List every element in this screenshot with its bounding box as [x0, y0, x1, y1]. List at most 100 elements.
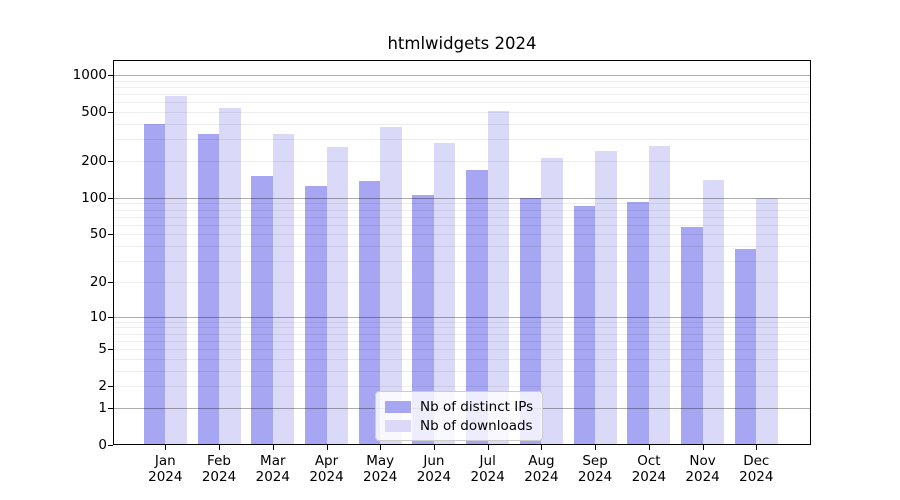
gridline-major	[113, 75, 811, 76]
bar-distinct-ips	[412, 195, 434, 445]
x-tick-label: Oct 2024	[631, 453, 667, 485]
y-tick-label: 10	[89, 308, 107, 325]
bar-distinct-ips	[143, 124, 166, 445]
bar-downloads	[326, 146, 348, 445]
gridline-minor	[113, 370, 811, 372]
legend-label-downloads: Nb of downloads	[420, 417, 533, 434]
bar-downloads	[165, 95, 187, 445]
y-axis-tick	[108, 197, 113, 199]
gridline-minor	[113, 349, 811, 350]
bar-downloads	[595, 151, 617, 445]
bar-distinct-ips	[197, 134, 219, 445]
bar-downloads	[380, 127, 402, 445]
y-axis-tick	[108, 316, 113, 318]
y-tick-label: 100	[81, 189, 107, 206]
x-axis-tick	[756, 445, 758, 450]
x-tick-label: Mar 2024	[255, 453, 290, 485]
x-tick-label: Jun 2024	[416, 453, 452, 485]
bar-distinct-ips	[251, 176, 273, 445]
gridline-minor	[113, 327, 811, 329]
x-axis-tick	[326, 445, 328, 450]
legend: Nb of distinct IPs Nb of downloads	[375, 391, 543, 441]
gridline-minor	[113, 386, 811, 388]
x-tick-label: Jan 2024	[148, 453, 183, 485]
bar-distinct-ips	[466, 170, 488, 445]
legend-swatch-downloads-icon	[385, 419, 411, 432]
y-tick-label: 1000	[72, 67, 107, 83]
gridline-minor	[113, 80, 811, 82]
gridline-minor	[113, 246, 811, 248]
x-tick-label: Dec 2024	[739, 453, 774, 485]
y-axis-tick	[108, 161, 113, 162]
x-tick-label: Jul 2024	[470, 453, 505, 485]
bar-distinct-ips	[358, 180, 381, 445]
gridline-minor	[113, 216, 811, 218]
x-tick-label: May 2024	[363, 453, 398, 485]
chart-title: htmlwidgets 2024	[387, 34, 537, 53]
gridline-minor	[113, 86, 811, 88]
y-axis-tick	[108, 445, 113, 446]
gridline-minor	[113, 112, 811, 114]
y-tick-label: 200	[81, 153, 107, 169]
legend-label-distinct-ips: Nb of distinct IPs	[420, 398, 534, 415]
legend-swatch-distinct-ips-icon	[385, 400, 411, 413]
gridline-major	[113, 197, 811, 199]
y-axis-tick	[108, 234, 113, 236]
x-axis-tick	[648, 445, 650, 450]
x-axis-tick	[595, 445, 597, 450]
bar-distinct-ips	[305, 186, 327, 445]
y-axis-tick	[108, 407, 113, 409]
bar-distinct-ips	[681, 226, 703, 445]
bar-distinct-ips	[519, 197, 542, 445]
y-tick-label: 0	[98, 437, 107, 453]
x-tick-label: Sep 2024	[577, 453, 613, 485]
gridline-minor	[113, 234, 811, 236]
y-tick-label: 2	[98, 378, 107, 395]
x-axis-tick	[541, 445, 543, 450]
gridline-minor	[113, 340, 811, 342]
x-axis-tick	[702, 445, 704, 450]
x-axis-tick	[487, 445, 489, 450]
gridline-minor	[113, 321, 811, 323]
bar-downloads	[648, 146, 671, 445]
y-axis-tick	[108, 112, 113, 114]
gridline-minor	[113, 102, 811, 104]
x-tick-label: Apr 2024	[309, 453, 344, 485]
gridline-minor	[113, 358, 811, 360]
gridline-minor	[113, 139, 811, 141]
bar-distinct-ips	[627, 201, 649, 445]
gridline-minor	[113, 224, 811, 226]
gridline-minor	[113, 161, 811, 162]
x-axis-tick	[165, 445, 167, 450]
x-axis-tick	[272, 445, 274, 450]
y-axis-tick	[108, 75, 113, 76]
y-axis-tick	[108, 349, 113, 350]
bar-distinct-ips	[573, 205, 596, 445]
gridline-minor	[113, 203, 811, 205]
y-tick-label: 20	[89, 273, 107, 290]
gridline-major	[113, 316, 811, 318]
bar-downloads	[487, 111, 510, 445]
bar-downloads	[433, 143, 456, 445]
bar-downloads	[756, 197, 778, 445]
x-tick-label: Nov 2024	[685, 453, 720, 485]
bar-downloads	[702, 180, 725, 445]
x-tick-label: Aug 2024	[524, 453, 559, 485]
legend-entry-downloads: Nb of downloads	[385, 416, 533, 435]
gridline-minor	[113, 281, 811, 283]
gridline-minor	[113, 94, 811, 96]
y-axis-tick	[108, 386, 113, 388]
y-tick-label: 5	[98, 341, 107, 357]
x-axis-tick	[433, 445, 435, 450]
bar-downloads	[219, 108, 241, 445]
plot-area: Nb of distinct IPs Nb of downloads	[113, 60, 811, 445]
bar-distinct-ips	[734, 248, 757, 445]
bar-downloads	[272, 134, 295, 445]
y-axis-tick	[108, 281, 113, 283]
x-axis-tick	[219, 445, 220, 450]
gridline-minor	[113, 261, 811, 263]
y-tick-label: 1	[98, 399, 107, 416]
x-tick-label: Feb 2024	[201, 453, 237, 485]
gridline-minor	[113, 333, 811, 335]
